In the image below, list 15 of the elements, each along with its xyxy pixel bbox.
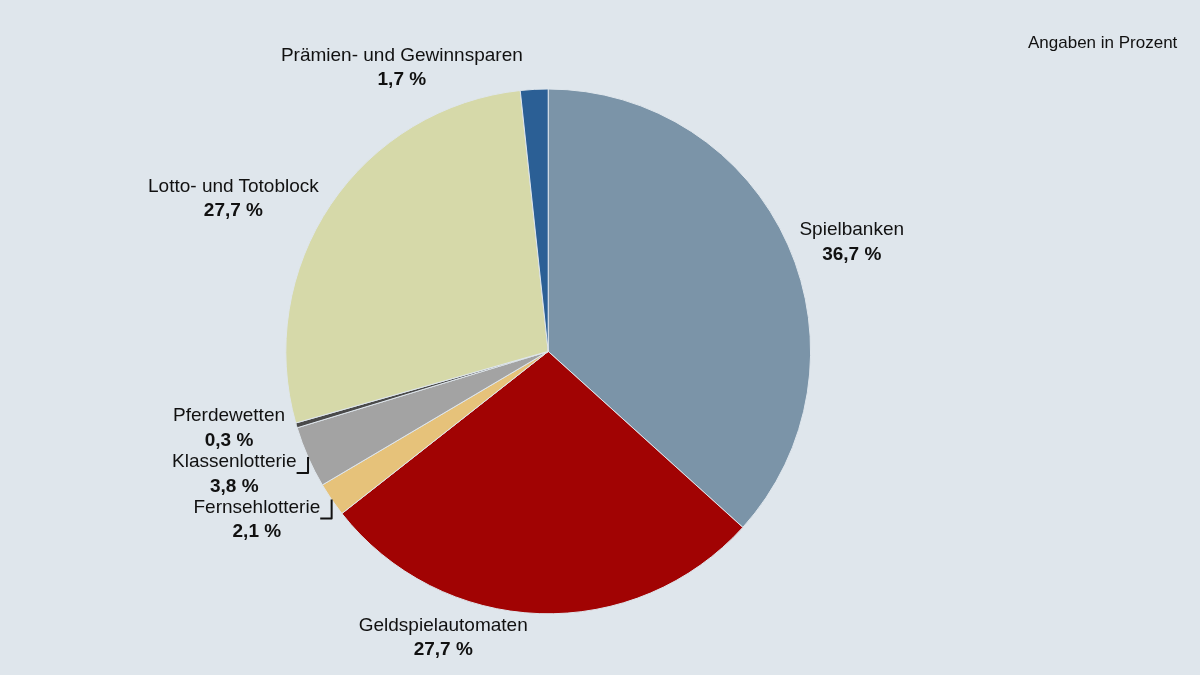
slice-label: Fernsehlotterie bbox=[193, 495, 321, 517]
data-label: 2,1 % bbox=[232, 520, 282, 542]
slice-label: Geldspielautomaten bbox=[358, 613, 528, 635]
slice-label: Lotto- und Totoblock bbox=[148, 174, 320, 196]
slice-label: Prämien- und Gewinnsparen bbox=[280, 43, 523, 65]
data-label: 3,8 % bbox=[210, 474, 259, 496]
slice-label: Spielbanken bbox=[799, 218, 905, 240]
data-label: 1,7 % bbox=[377, 68, 427, 90]
data-label: 27,7 % bbox=[413, 638, 473, 660]
data-label: 27,7 % bbox=[203, 199, 264, 221]
slice-label: Pferdewetten bbox=[173, 404, 286, 426]
data-label: 36,7 % bbox=[822, 243, 882, 265]
text: Angaben in Prozent bbox=[1028, 33, 1178, 52]
data-label: 0,3 % bbox=[204, 429, 254, 451]
slice-label: Klassenlotterie bbox=[171, 450, 297, 472]
